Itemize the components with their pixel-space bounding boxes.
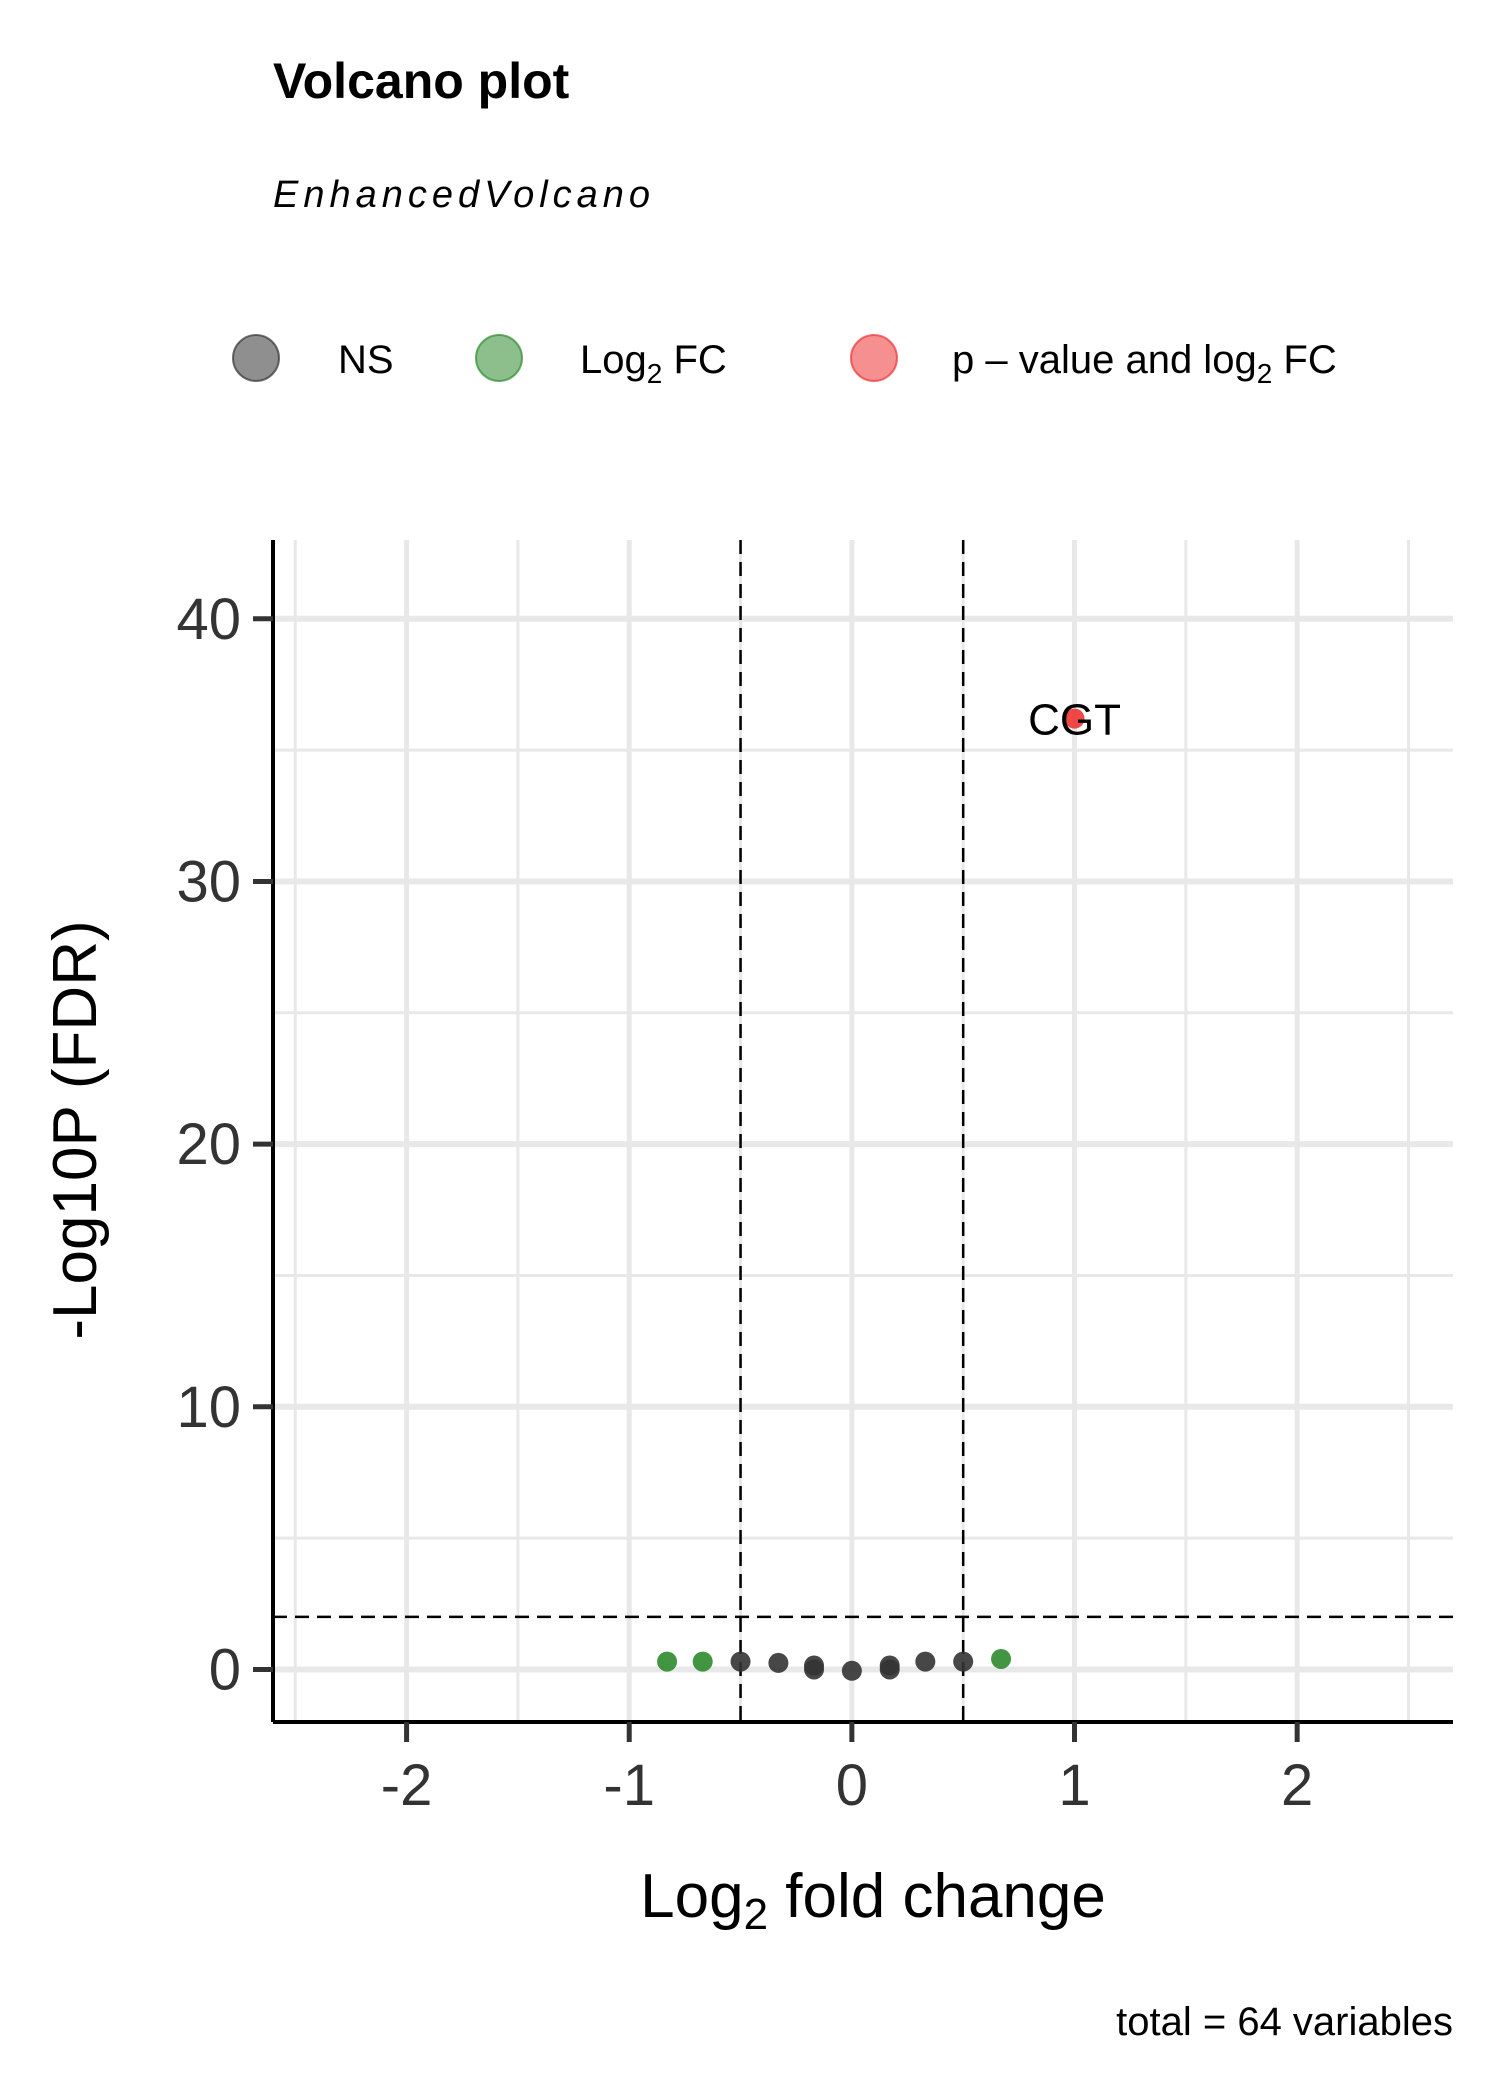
x-tick-label: 2 [1281,1753,1313,1818]
legend-label: Log2 FC [580,338,727,389]
data-point [657,1651,678,1672]
y-tick-label: 40 [176,587,241,652]
caption: total = 64 variables [1116,2000,1453,2044]
y-tick-label: 30 [176,849,241,914]
legend-swatch [850,334,898,382]
axes [271,540,1453,1724]
data-point [841,1660,862,1681]
data-point [804,1659,825,1680]
data-point [915,1651,936,1672]
data-points: CGT [657,696,1121,1681]
x-tick-label: -2 [381,1753,433,1818]
x-tick-label: 0 [836,1753,868,1818]
legend: NS Log2 FC p – value and log2 FC [232,334,1337,389]
y-axis-title: -Log10P (FDR) [41,920,110,1339]
cutoff-lines [273,540,1453,1722]
y-tick-label: 10 [176,1375,241,1440]
point-label: CGT [1028,696,1121,745]
data-point [768,1652,789,1673]
legend-label: p – value and log2 FC [952,338,1337,389]
data-point [692,1651,713,1672]
grid [273,540,1453,1722]
y-tick-label: 20 [176,1112,241,1177]
data-point [1064,708,1085,729]
data-point [879,1655,900,1676]
x-tick-label: -1 [603,1753,655,1818]
chart-title: Volcano plot [273,53,570,109]
x-tick-label: 1 [1058,1753,1090,1818]
data-point [991,1648,1012,1669]
legend-swatch [475,334,523,382]
legend-label: NS [338,338,394,382]
data-point [730,1651,751,1672]
legend-swatch [232,334,280,382]
y-tick-label: 0 [209,1637,241,1702]
chart-subtitle: EnhancedVolcano [273,174,655,216]
data-point [953,1651,974,1672]
x-axis-title: Log2 fold change [640,1862,1106,1939]
